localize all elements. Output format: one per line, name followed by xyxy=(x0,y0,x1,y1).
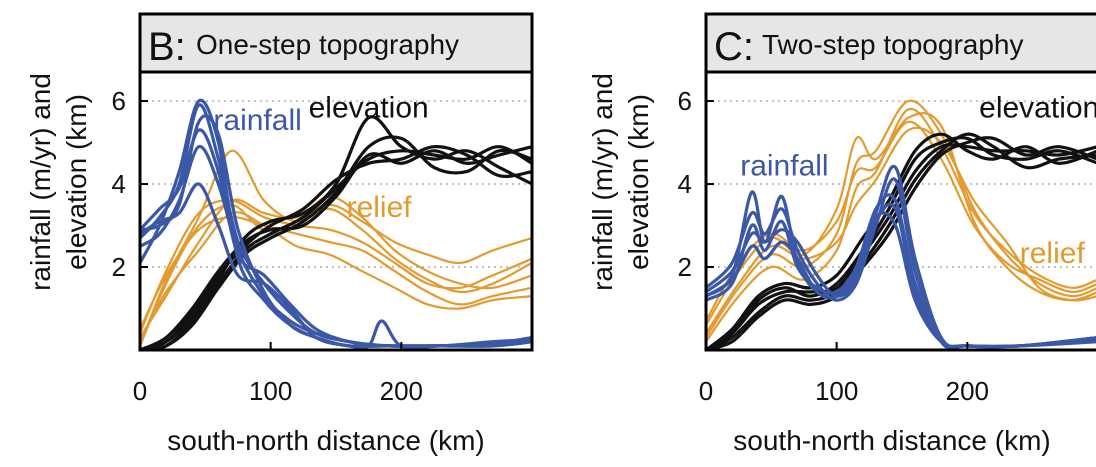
rainfall-label: rainfall xyxy=(213,104,301,137)
plot-frame xyxy=(138,12,534,352)
panel-c: C: Two-step topography 0 100 200 2 4 6 south-nor… xyxy=(587,12,1096,456)
relief-series-line xyxy=(706,99,1096,339)
x-axis-title: south-north distance (km) xyxy=(167,425,484,456)
y-axis-title-line: elevation (km) xyxy=(623,94,654,270)
x-tick-label: 200 xyxy=(946,376,989,406)
plot-area xyxy=(706,99,1096,350)
relief-series-line xyxy=(140,216,532,331)
panel-letter: C: xyxy=(714,25,754,69)
y-tick-label: 4 xyxy=(678,169,692,199)
elevation-series-line xyxy=(140,145,532,350)
y-tick-label: 4 xyxy=(112,169,126,199)
elevation-series-line xyxy=(140,145,532,350)
y-axis-title-line: rainfall (m/yr) and xyxy=(587,73,618,291)
x-tick-label: 200 xyxy=(380,376,423,406)
relief-label: relief xyxy=(1020,237,1086,270)
panel-title: Two-step topography xyxy=(762,29,1024,60)
y-tick-label: 6 xyxy=(678,86,692,116)
relief-series-line xyxy=(140,195,532,339)
x-tick-label: 0 xyxy=(133,376,147,406)
x-tick-label: 100 xyxy=(249,376,292,406)
y-tick-label: 2 xyxy=(678,252,692,282)
y-tick-label: 6 xyxy=(112,86,126,116)
relief-label: relief xyxy=(347,191,413,224)
y-axis-title-line: elevation (km) xyxy=(61,94,92,270)
elevation-label: elevation xyxy=(979,92,1096,125)
y-axis-title-line: rainfall (m/yr) and xyxy=(25,73,56,291)
title-bar xyxy=(706,14,1096,72)
x-axis-title: south-north distance (km) xyxy=(733,425,1050,456)
elevation-series-line xyxy=(140,135,532,350)
relief-series-line xyxy=(140,211,532,343)
relief-series-line xyxy=(140,203,532,347)
x-tick-label: 100 xyxy=(815,376,858,406)
plot-frame xyxy=(704,12,1096,352)
relief-series-line xyxy=(140,199,532,335)
elevation-series-line xyxy=(140,145,532,350)
relief-series-line xyxy=(706,120,1096,323)
rainfall-label: rainfall xyxy=(740,150,828,183)
panel-title: One-step topography xyxy=(196,29,459,60)
relief-series-line xyxy=(706,107,1096,343)
plot-area xyxy=(140,98,532,350)
elevation-series-line xyxy=(706,132,1096,350)
panel-letter: B: xyxy=(148,25,186,69)
relief-series-line xyxy=(706,112,1096,327)
title-bar xyxy=(140,14,532,72)
y-tick-label: 2 xyxy=(112,252,126,282)
elevation-series-line xyxy=(706,136,1096,350)
elevation-series-line xyxy=(706,132,1096,350)
elevation-label: elevation xyxy=(309,92,429,125)
x-tick-label: 0 xyxy=(699,376,713,406)
panel-b: B: One-step topography 0 100 200 2 4 6 south-nor… xyxy=(25,12,534,456)
rainfall-series-line xyxy=(706,211,1096,349)
rainfall-series-line xyxy=(140,182,532,350)
